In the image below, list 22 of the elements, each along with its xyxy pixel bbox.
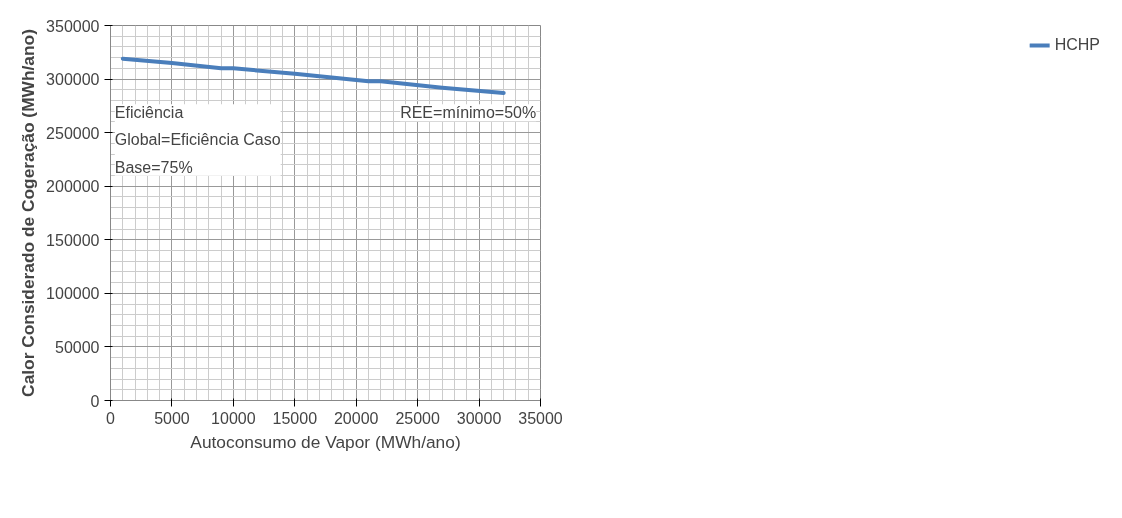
y-tick-label: 300000 xyxy=(46,71,100,89)
line-series xyxy=(120,56,506,95)
x-tick-label: 35000 xyxy=(518,409,563,427)
legend-label: HCHP xyxy=(1054,36,1100,54)
y-tick-label: 250000 xyxy=(46,124,100,142)
y-tick-label: 0 xyxy=(90,392,100,410)
annotation: Eficiência Global=Eficiência Caso Base=75% xyxy=(114,104,281,176)
annotation: REE=mínimo=50% xyxy=(400,104,537,122)
x-tick-label: 15000 xyxy=(272,409,318,427)
x-tick-label: 30000 xyxy=(456,409,502,427)
y-tick-label: 150000 xyxy=(46,231,100,249)
y-tick-label: 100000 xyxy=(46,285,100,303)
y-tick-label: 350000 xyxy=(46,17,100,35)
y-tick-label: 200000 xyxy=(46,178,100,196)
x-tick-label: 5000 xyxy=(154,409,190,427)
x-tick-label: 25000 xyxy=(395,409,440,427)
x-tick-label: 20000 xyxy=(333,409,379,427)
x-tick-label: 10000 xyxy=(211,409,256,427)
y-axis-title: Calor Considerado de Cogeração (MWh/ano) xyxy=(18,29,39,397)
y-tick-label: 50000 xyxy=(55,338,100,356)
x-tick-label: 0 xyxy=(106,409,116,427)
x-axis-title: Autoconsumo de Vapor (MWh/ano) xyxy=(190,431,461,452)
